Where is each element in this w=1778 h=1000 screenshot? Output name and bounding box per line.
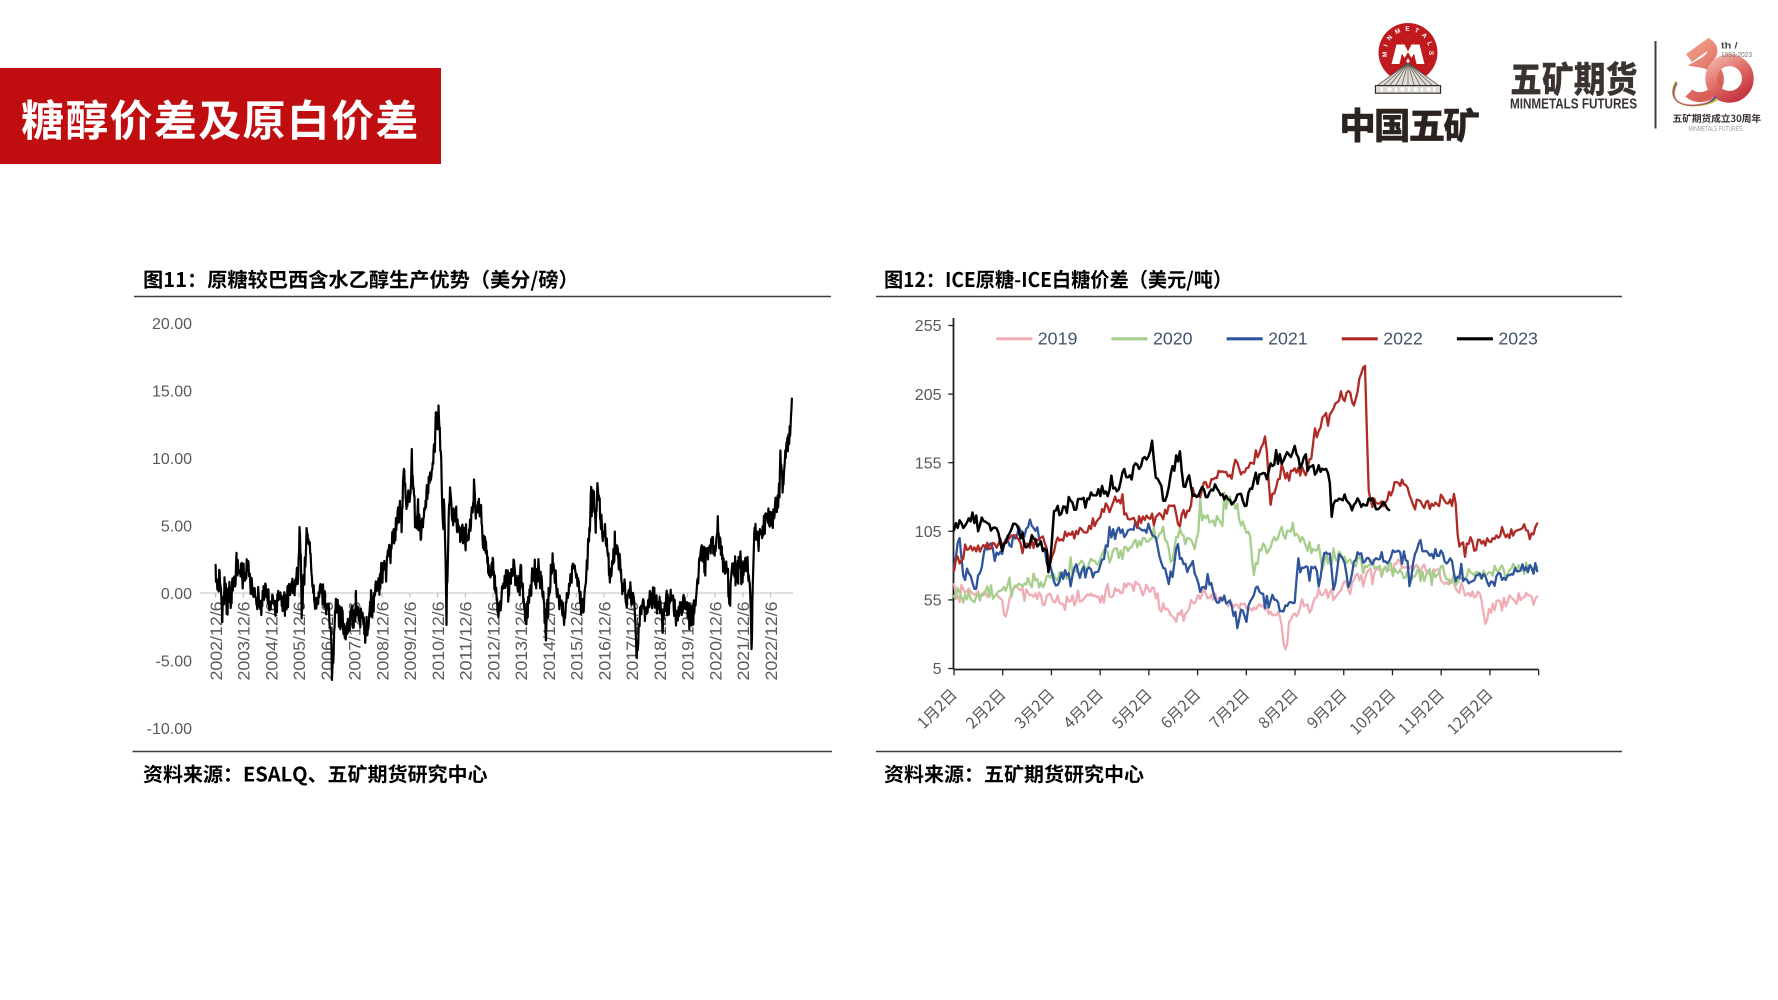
- svg-text:2020/12/6: 2020/12/6: [707, 602, 725, 681]
- svg-text:2009/12/6: 2009/12/6: [402, 602, 420, 681]
- svg-text:2022/12/6: 2022/12/6: [763, 602, 781, 681]
- svg-text:2015/12/6: 2015/12/6: [569, 602, 587, 681]
- svg-text:2018/12/6: 2018/12/6: [652, 602, 670, 681]
- svg-text:2010/12/6: 2010/12/6: [430, 602, 448, 681]
- svg-text:2020: 2020: [1153, 329, 1193, 349]
- svg-text:5.00: 5.00: [161, 518, 192, 535]
- svg-text:2021/12/6: 2021/12/6: [735, 602, 753, 681]
- svg-text:5: 5: [933, 661, 942, 678]
- svg-text:155: 155: [915, 455, 942, 472]
- svg-text:2008/12/6: 2008/12/6: [374, 602, 392, 681]
- svg-text:MINMETALS FUTURES: MINMETALS FUTURES: [1510, 97, 1637, 113]
- svg-text:2016/12/6: 2016/12/6: [596, 602, 614, 681]
- svg-text:2004/12/6: 2004/12/6: [263, 602, 281, 681]
- svg-text:2019: 2019: [1038, 329, 1078, 349]
- svg-text:105: 105: [915, 524, 942, 541]
- svg-text:1993-2023: 1993-2023: [1721, 50, 1752, 59]
- svg-text:0.00: 0.00: [161, 586, 192, 603]
- svg-text:2017/12/6: 2017/12/6: [624, 602, 642, 681]
- svg-text:-5.00: -5.00: [156, 653, 193, 670]
- svg-text:2011/12/6: 2011/12/6: [458, 602, 476, 681]
- svg-text:MINMETALS FUTURES: MINMETALS FUTURES: [1689, 126, 1743, 133]
- svg-text:2005/12/6: 2005/12/6: [291, 602, 309, 681]
- svg-text:2023: 2023: [1498, 329, 1538, 349]
- svg-text:20.00: 20.00: [152, 316, 192, 333]
- svg-text:th /: th /: [1721, 41, 1738, 51]
- svg-text:2012/12/6: 2012/12/6: [485, 602, 503, 681]
- svg-text:55: 55: [924, 593, 942, 610]
- svg-text:-10.00: -10.00: [147, 721, 192, 738]
- svg-text:2022: 2022: [1383, 329, 1423, 349]
- svg-text:15.00: 15.00: [152, 383, 192, 400]
- svg-text:205: 205: [915, 387, 942, 404]
- svg-text:10.00: 10.00: [152, 451, 192, 468]
- svg-text:255: 255: [915, 318, 942, 335]
- svg-text:2003/12/6: 2003/12/6: [236, 602, 254, 681]
- svg-text:2021: 2021: [1268, 329, 1308, 349]
